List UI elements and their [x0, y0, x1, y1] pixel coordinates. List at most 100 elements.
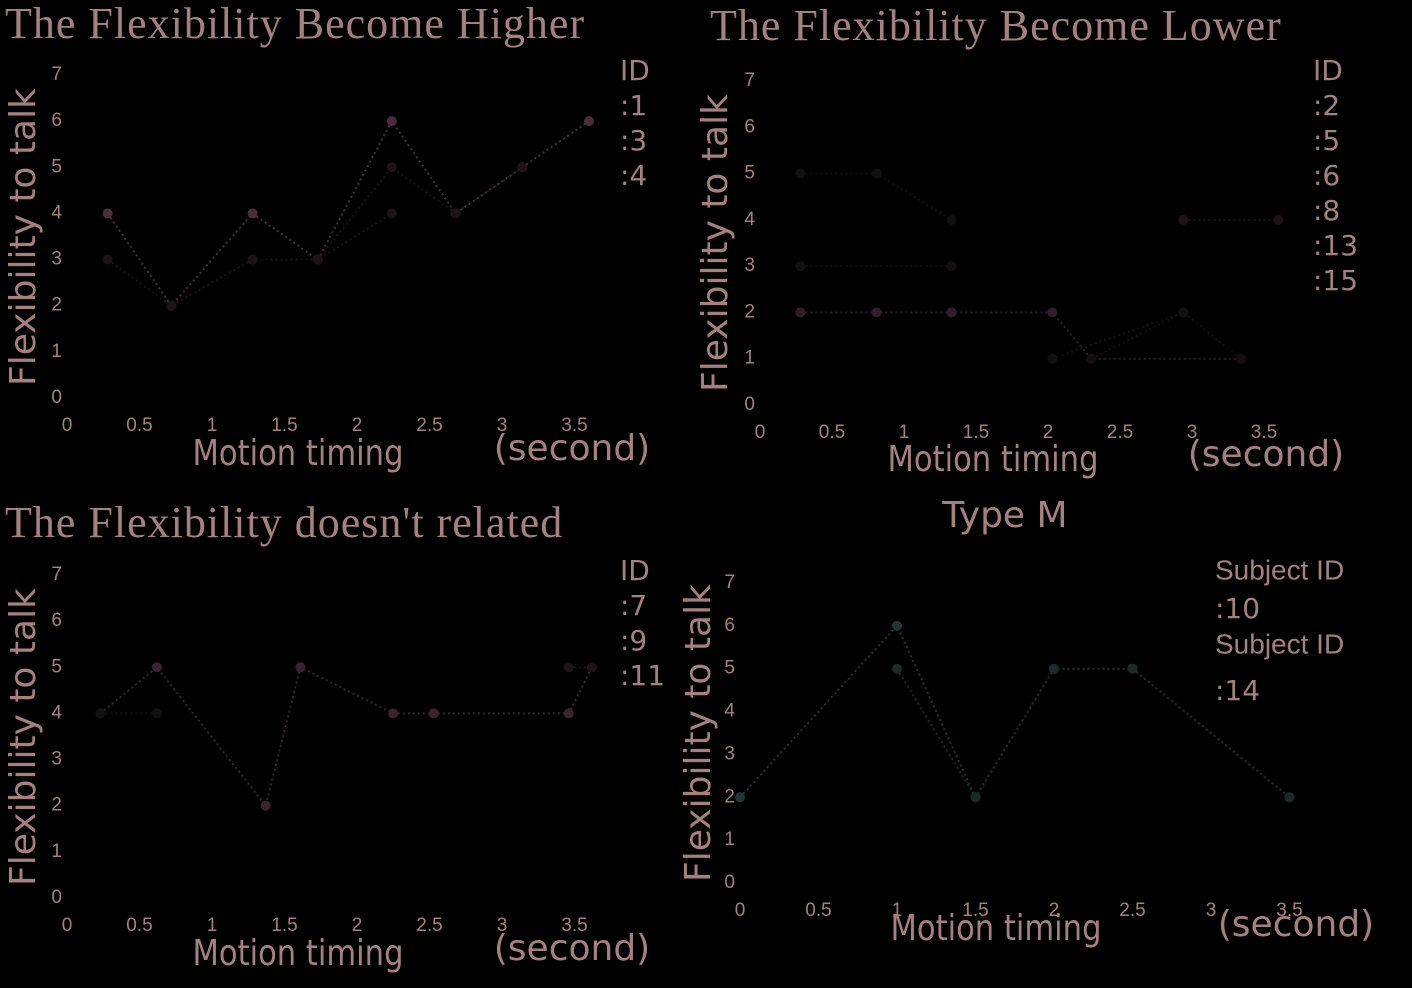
x-tick-label: 2.5	[1107, 422, 1133, 443]
y-tick-label: 7	[744, 70, 755, 91]
x-tick-label: 0.5	[805, 900, 831, 921]
data-point	[563, 662, 574, 673]
y-tick-label: 2	[51, 295, 62, 316]
data-point	[386, 162, 397, 173]
x-tick-label: 0.5	[126, 415, 152, 436]
y-tick-label: 1	[51, 841, 62, 862]
x-tick-label: 0	[62, 415, 73, 436]
x-tick-label: 1.5	[962, 900, 988, 921]
data-point	[871, 168, 882, 179]
x-tick-label: 2.5	[1119, 900, 1145, 921]
y-tick-label: 1	[724, 829, 735, 850]
data-point	[563, 708, 574, 719]
series-line	[99, 665, 593, 808]
data-point	[386, 116, 397, 127]
legend-entry: :2	[1313, 89, 1340, 122]
y-tick-label: 6	[51, 110, 62, 131]
legend-title: ID	[620, 54, 650, 87]
y-tick-label: 4	[724, 701, 735, 722]
y-tick-label: 4	[744, 209, 755, 230]
data-point	[1047, 307, 1058, 318]
x-tick-label: 3.5	[561, 415, 587, 436]
data-point	[946, 261, 957, 272]
x-tick-label: 2.5	[416, 915, 442, 936]
x-tick-label: 0.5	[126, 915, 152, 936]
x-tick-label: 0.5	[819, 422, 845, 443]
legend-entry: :10	[1215, 592, 1260, 625]
series-line	[739, 624, 1291, 800]
x-tick-label: 3	[497, 415, 508, 436]
y-tick-label: 0	[744, 394, 755, 415]
data-point	[295, 662, 306, 673]
data-point	[1273, 214, 1284, 225]
x-axis-title: Motion timing	[888, 438, 1099, 480]
x-tick-label: 1.5	[271, 915, 297, 936]
y-axis-title: Flexibility to talk	[695, 94, 736, 392]
data-point	[428, 708, 439, 719]
data-point	[946, 307, 957, 318]
data-point	[388, 708, 399, 719]
series-line	[800, 311, 1241, 360]
data-point	[151, 662, 162, 673]
x-tick-label: 1	[899, 422, 910, 443]
legend-entry: :11	[620, 659, 665, 692]
data-point	[892, 620, 902, 631]
y-tick-label: 3	[724, 743, 735, 764]
data-point	[102, 208, 113, 219]
data-point	[247, 208, 258, 219]
data-point	[166, 300, 177, 311]
x-tick-label: 2.5	[416, 415, 442, 436]
x-tick-label: 1.5	[271, 415, 297, 436]
series-line	[107, 212, 393, 307]
y-tick-label: 3	[744, 255, 755, 276]
y-tick-label: 1	[744, 348, 755, 369]
x-axis-unit: (second)	[494, 928, 650, 969]
data-point	[586, 662, 597, 673]
data-point	[1235, 353, 1246, 364]
data-point	[1127, 663, 1138, 674]
y-tick-label: 3	[51, 249, 62, 270]
x-axis-title: Motion timing	[891, 907, 1102, 949]
series-line	[317, 165, 523, 261]
data-point	[1086, 353, 1097, 364]
legend-entry: :13	[1313, 229, 1358, 262]
series-line	[1051, 311, 1242, 360]
x-tick-label: 3	[497, 915, 508, 936]
x-axis-title: Motion timing	[193, 932, 404, 974]
legend-title: ID	[1313, 54, 1343, 87]
data-point	[795, 168, 806, 179]
y-tick-label: 7	[51, 64, 62, 85]
y-tick-label: 6	[51, 610, 62, 631]
series-line	[106, 119, 590, 308]
chart-title: The Flexibility doesn't related	[5, 498, 563, 547]
series-line	[800, 172, 953, 221]
legend-entry: :9	[620, 624, 647, 657]
legend-entry: :8	[1313, 194, 1340, 227]
y-axis-title: Flexibility to talk	[678, 584, 719, 882]
x-tick-label: 0	[62, 915, 73, 936]
data-point	[517, 162, 528, 173]
data-point	[151, 708, 162, 719]
data-point	[102, 254, 113, 265]
legend-title: Subject ID	[1215, 628, 1344, 659]
data-point	[1049, 663, 1059, 674]
y-tick-label: 6	[724, 615, 735, 636]
x-tick-label: 3	[1187, 422, 1198, 443]
x-tick-label: 3.5	[1276, 900, 1302, 921]
y-axis-title: Flexibility to talk	[3, 88, 44, 386]
y-tick-label: 4	[51, 202, 62, 223]
legend-entry: :15	[1313, 264, 1358, 297]
chart-title: The Flexibility Become Higher	[5, 0, 585, 48]
y-tick-label: 6	[744, 116, 755, 137]
data-point	[946, 214, 957, 225]
data-point	[584, 116, 594, 127]
data-point	[260, 800, 271, 811]
y-tick-label: 2	[744, 301, 755, 322]
data-point	[386, 208, 397, 219]
data-point	[795, 261, 806, 272]
legend-title: Subject ID	[1215, 554, 1344, 585]
legend-title: ID	[620, 554, 650, 587]
data-point	[892, 663, 902, 674]
x-tick-label: 1	[207, 415, 218, 436]
y-tick-label: 0	[724, 872, 735, 893]
